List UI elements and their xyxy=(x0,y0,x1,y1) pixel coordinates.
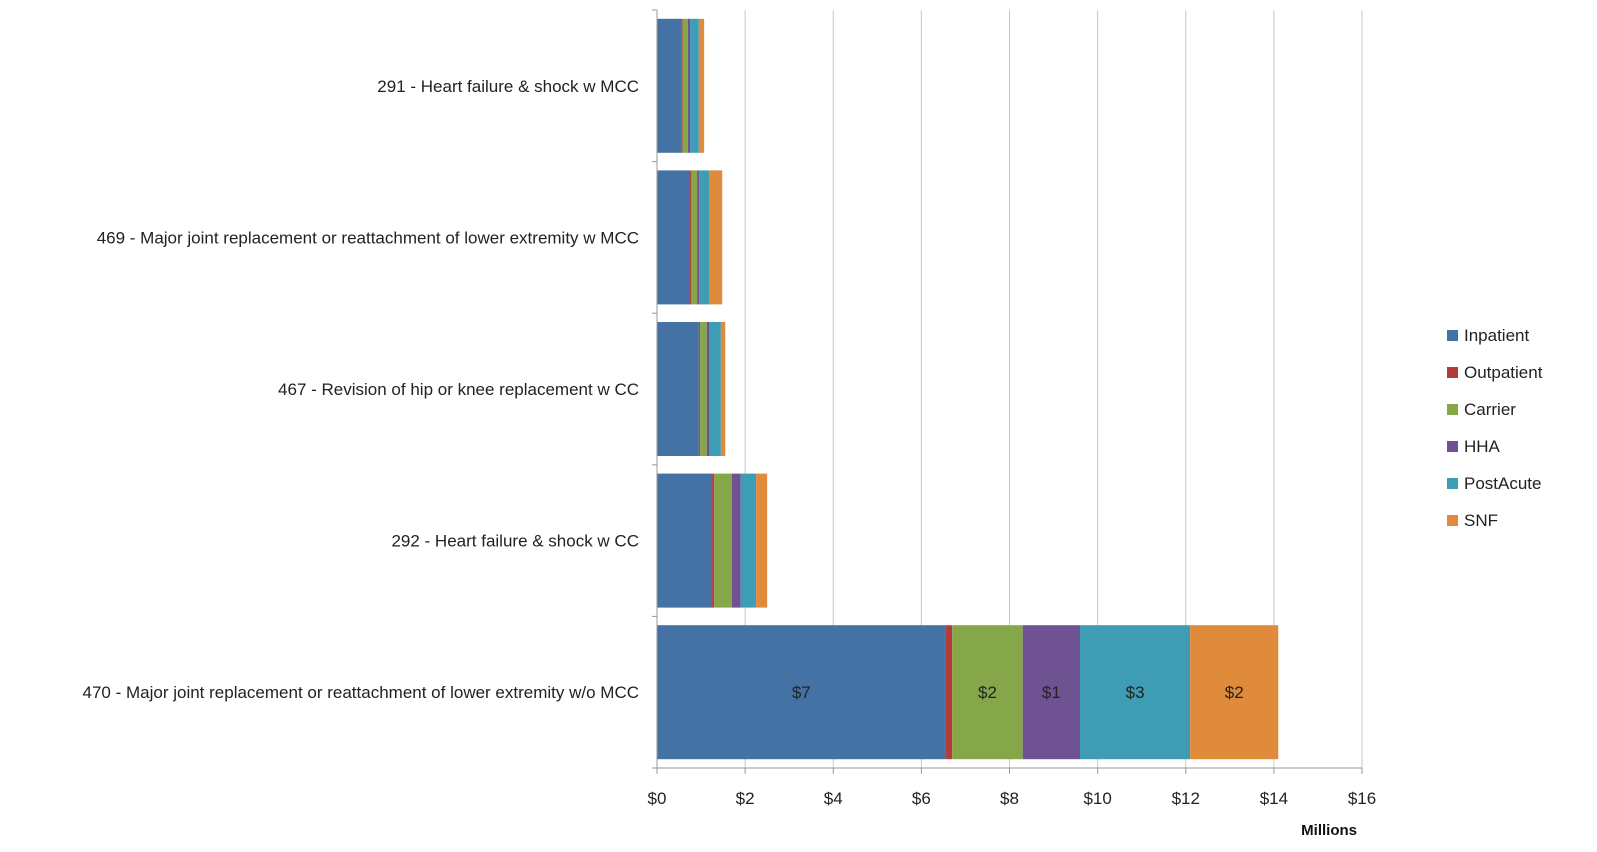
bar-inpatient-4 xyxy=(657,625,946,760)
legend-label-outpatient: Outpatient xyxy=(1464,363,1543,382)
bar-inpatient-2 xyxy=(657,322,699,456)
x-tick-label-1: $2 xyxy=(736,789,755,808)
bar-carrier-1 xyxy=(691,170,698,305)
bar-postacute-3 xyxy=(740,473,757,608)
x-tick-label-8: $16 xyxy=(1348,789,1376,808)
bar-snf-1 xyxy=(708,170,723,305)
x-tick-label-5: $10 xyxy=(1083,789,1111,808)
bar-hha-3 xyxy=(731,473,741,608)
x-tick-label-0: $0 xyxy=(648,789,667,808)
bar-postacute-1 xyxy=(699,170,709,305)
bar-carrier-0 xyxy=(682,18,688,153)
category-label-2: 467 - Revision of hip or knee replacemen… xyxy=(278,380,639,399)
data-labels: $7 $2 $1 $3 $2 xyxy=(792,683,1244,702)
legend-swatch-postacute xyxy=(1447,478,1458,489)
bar-outpatient-4 xyxy=(945,625,953,760)
bar-postacute-2 xyxy=(708,322,721,456)
bars xyxy=(657,18,1279,760)
legend-swatch-outpatient xyxy=(1447,367,1458,378)
data-label-4: $2 xyxy=(1225,683,1244,702)
x-axis-title: Millions xyxy=(1301,822,1357,839)
category-label-4: 470 - Major joint replacement or reattac… xyxy=(83,683,639,702)
bar-hha-4 xyxy=(1022,625,1080,760)
legend-swatch-inpatient xyxy=(1447,330,1458,341)
category-label-0: 291 - Heart failure & shock w MCC xyxy=(377,77,639,96)
legend-swatch-hha xyxy=(1447,441,1458,452)
category-label-1: 469 - Major joint replacement or reattac… xyxy=(97,228,639,247)
x-tick-label-4: $8 xyxy=(1000,789,1019,808)
bar-outpatient-2 xyxy=(698,322,701,456)
legend-label-carrier: Carrier xyxy=(1464,400,1516,419)
legend-swatch-snf xyxy=(1447,515,1458,526)
legend-label-inpatient: Inpatient xyxy=(1464,326,1529,345)
x-tick-label-3: $6 xyxy=(912,789,931,808)
bar-hha-1 xyxy=(697,170,700,305)
data-label-3: $3 xyxy=(1126,683,1145,702)
bar-hha-2 xyxy=(706,322,709,456)
data-label-2: $1 xyxy=(1042,683,1061,702)
bar-inpatient-1 xyxy=(657,170,691,305)
bar-snf-3 xyxy=(756,473,768,608)
bar-outpatient-0 xyxy=(681,18,683,153)
x-tick-label-2: $4 xyxy=(824,789,843,808)
bar-outpatient-3 xyxy=(712,473,715,608)
legend: Inpatient Outpatient Carrier HHA PostAcute SN… xyxy=(1447,326,1543,530)
legend-label-postacute: PostAcute xyxy=(1464,474,1542,493)
bar-inpatient-0 xyxy=(657,18,682,153)
bar-carrier-3 xyxy=(714,473,732,608)
legend-label-snf: SNF xyxy=(1464,511,1498,530)
bar-carrier-4 xyxy=(952,625,1023,760)
bar-inpatient-3 xyxy=(657,473,713,608)
bar-snf-0 xyxy=(698,18,705,153)
gridlines xyxy=(744,10,1363,768)
axes: 291 - Heart failure & shock w MCC 469 - M… xyxy=(83,9,1376,839)
bar-postacute-4 xyxy=(1080,625,1191,760)
data-label-0: $7 xyxy=(792,683,811,702)
x-tick-label-7: $14 xyxy=(1260,789,1288,808)
bar-outpatient-1 xyxy=(690,170,692,305)
bar-carrier-2 xyxy=(700,322,707,456)
bar-snf-4 xyxy=(1190,625,1279,760)
bar-snf-2 xyxy=(720,322,726,456)
category-label-3: 292 - Heart failure & shock w CC xyxy=(391,532,639,551)
legend-swatch-carrier xyxy=(1447,404,1458,415)
bar-hha-0 xyxy=(687,18,691,153)
bar-postacute-0 xyxy=(690,18,699,153)
data-label-1: $2 xyxy=(978,683,997,702)
x-tick-label-6: $12 xyxy=(1172,789,1200,808)
legend-label-hha: HHA xyxy=(1464,437,1501,456)
